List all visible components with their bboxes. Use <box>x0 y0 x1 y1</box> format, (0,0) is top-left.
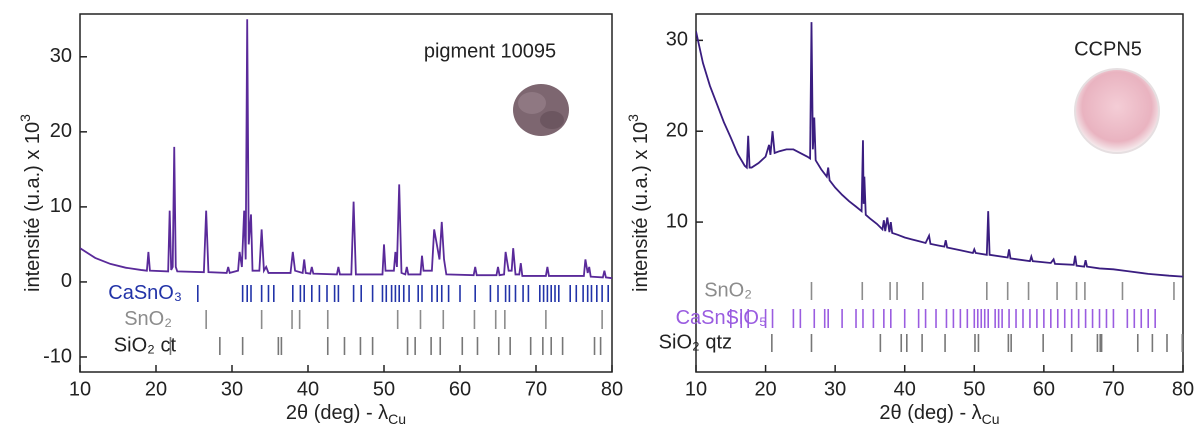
y-axis-label-text: intensité (u.a.) x 10 <box>22 122 44 292</box>
diffraction-line <box>696 22 1183 278</box>
x-axis-label-text: 2θ (deg) - λ <box>879 402 981 424</box>
x-tick-label: 80 <box>1172 378 1194 400</box>
x-axis-label-sub: Cu <box>388 411 406 427</box>
x-axis-label: 2θ (deg) - λCu <box>879 402 999 426</box>
y-tick-label: -10 <box>43 345 72 367</box>
x-tick-label: 60 <box>1033 378 1055 400</box>
x-tick-label: 70 <box>525 378 547 400</box>
x-tick-label: 50 <box>373 378 395 400</box>
y-tick-label: 30 <box>50 45 72 67</box>
x-tick-label: 50 <box>963 378 985 400</box>
x-axis-label-text: 2θ (deg) - λ <box>286 402 388 424</box>
panel: 10 20 30 40 50 60 70 80 10 20 30 2θ (deg) - λCu inte… <box>625 13 1194 427</box>
x-tick-label: 30 <box>221 378 243 400</box>
panel: 10 20 30 40 50 60 70 80 -10 0 10 20 30 2θ (deg) - λCu… <box>17 13 623 427</box>
y-tick-label: 30 <box>666 29 688 51</box>
y-tick-label: 10 <box>666 210 688 232</box>
phase-label: SiO₂ ct <box>114 334 177 356</box>
x-tick-label: 20 <box>145 378 167 400</box>
x-tick-label: 80 <box>601 378 623 400</box>
x-tick-label: 10 <box>69 378 91 400</box>
x-axis-label: 2θ (deg) - λCu <box>286 402 406 426</box>
phase-label: CaSnSiO₅ <box>676 307 767 329</box>
phase-label: SnO₂ <box>124 308 172 330</box>
x-tick-label: 70 <box>1102 378 1124 400</box>
sample-label: pigment 10095 <box>424 40 556 62</box>
x-tick-label: 20 <box>754 378 776 400</box>
x-tick-label: 30 <box>824 378 846 400</box>
y-axis-label-sup: 3 <box>625 114 641 122</box>
x-axis-label-sub: Cu <box>982 411 1000 427</box>
phase-label: SiO₂ qtz <box>659 331 732 353</box>
phase-label: CaSnO₃ <box>108 282 182 304</box>
sample-label: CCPN5 <box>1074 38 1142 60</box>
diffraction-line <box>80 19 612 280</box>
x-tick-label: 60 <box>449 378 471 400</box>
y-axis-label: intensité (u.a.) x 103 <box>17 114 45 292</box>
y-axis-label-text: intensité (u.a.) x 10 <box>630 122 652 292</box>
powder-image <box>513 84 569 136</box>
plot-frame <box>79 13 613 373</box>
pellet-image <box>1074 68 1160 154</box>
y-tick-label: 0 <box>61 270 72 292</box>
y-tick-label: 10 <box>50 195 72 217</box>
y-axis-label: intensité (u.a.) x 103 <box>625 114 653 292</box>
y-tick-label: 20 <box>50 120 72 142</box>
x-tick-label: 10 <box>685 378 707 400</box>
phase-label: SnO₂ <box>704 279 752 301</box>
y-axis-label-sup: 3 <box>17 114 33 122</box>
x-tick-label: 40 <box>894 378 916 400</box>
x-tick-label: 40 <box>297 378 319 400</box>
y-tick-label: 20 <box>666 119 688 141</box>
plot-frame <box>695 13 1184 373</box>
